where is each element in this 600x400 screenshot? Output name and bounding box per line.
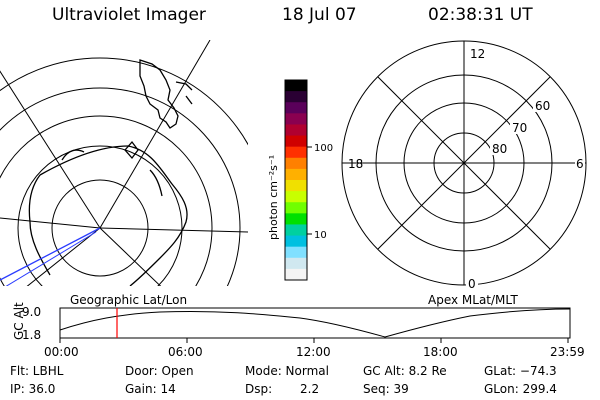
glat-value: GLat: −74.3 bbox=[484, 364, 557, 378]
colorbar-segment bbox=[285, 168, 307, 181]
mode-value: Mode: Normal bbox=[245, 364, 329, 378]
x-tick-label: 06:00 bbox=[168, 345, 203, 359]
x-tick-label: 00:00 bbox=[44, 345, 79, 359]
colorbar-segment bbox=[285, 180, 307, 192]
mlat-label-70: 70 bbox=[512, 121, 527, 135]
dsp-value: 2.2 bbox=[300, 382, 320, 396]
glon-value: GLon: 299.4 bbox=[484, 382, 557, 396]
mlat-label-60: 60 bbox=[535, 99, 550, 113]
x-tick-label: 12:00 bbox=[296, 345, 331, 359]
time-label: 02:38:31 UT bbox=[428, 5, 533, 25]
colorbar-segment bbox=[285, 246, 307, 259]
geo-meridian bbox=[0, 70, 101, 229]
app-title: Ultraviolet Imager bbox=[52, 5, 206, 25]
y-tick-9: 9.0 bbox=[22, 305, 42, 319]
colorbar-segment bbox=[285, 235, 307, 248]
colorbar-segment bbox=[285, 135, 307, 148]
geo-lat-circle-5 bbox=[0, 57, 248, 146]
colorbar-segment bbox=[285, 202, 307, 214]
colorbar-segment bbox=[285, 102, 307, 114]
gain-value: Gain: 14 bbox=[125, 382, 176, 396]
colorbar-segment bbox=[285, 213, 307, 225]
colorbar-tick-100: 100 bbox=[314, 143, 333, 154]
mlt-label-12: 12 bbox=[470, 47, 485, 61]
colorbar-segment bbox=[285, 268, 307, 281]
geo-lat-circle-1 bbox=[51, 179, 149, 277]
altitude-plot bbox=[59, 307, 571, 343]
satellite-track bbox=[0, 227, 101, 281]
geo-lat-circle-3 bbox=[0, 115, 213, 286]
colorbar-segment bbox=[285, 257, 307, 270]
colorbar-segment bbox=[285, 91, 307, 103]
colorbar-segment bbox=[285, 146, 307, 159]
colorbar-unit-label: photon cm⁻²s⁻¹ bbox=[267, 155, 280, 240]
colorbar-segment bbox=[285, 124, 307, 137]
mlat-label-80: 80 bbox=[492, 142, 507, 156]
gc-alt-value: GC Alt: 8.2 Re bbox=[363, 364, 447, 378]
colorbar-segment bbox=[285, 191, 307, 203]
dsp-label: Dsp: bbox=[245, 382, 273, 396]
colorbar bbox=[285, 80, 307, 281]
geo-meridian bbox=[99, 40, 211, 229]
satellite-track bbox=[5, 231, 97, 286]
geo-meridian bbox=[99, 227, 248, 233]
geo-meridian bbox=[99, 227, 162, 286]
antarctica-landmass bbox=[28, 140, 188, 286]
door-value: Door: Open bbox=[125, 364, 194, 378]
geo-meridian bbox=[26, 227, 101, 286]
altitude-curve bbox=[59, 308, 571, 338]
mlt-label-0: 0 bbox=[468, 277, 476, 291]
apex-map bbox=[341, 40, 587, 286]
seq-value: Seq: 39 bbox=[363, 382, 409, 396]
geo-lat-circle-2 bbox=[17, 145, 183, 286]
y-tick-1-8: 1.8 bbox=[22, 328, 42, 342]
colorbar-segment bbox=[285, 157, 307, 170]
filter-value: Flt: LBHL bbox=[10, 364, 64, 378]
south-america-landmass bbox=[139, 59, 193, 129]
colorbar-tick-10: 10 bbox=[314, 230, 327, 241]
colorbar-segment bbox=[285, 113, 307, 125]
geo-meridian bbox=[0, 217, 101, 229]
colorbar-segment bbox=[285, 224, 307, 237]
x-tick-label: 23:59 bbox=[550, 345, 585, 359]
ip-value: IP: 36.0 bbox=[10, 382, 56, 396]
x-tick-label: 18:00 bbox=[423, 345, 458, 359]
apex-meridian bbox=[377, 76, 551, 250]
colorbar-frame bbox=[284, 79, 308, 281]
geo-lat-circle-4 bbox=[0, 87, 241, 286]
mlt-label-18: 18 bbox=[348, 157, 363, 171]
date-label: 18 Jul 07 bbox=[282, 5, 357, 25]
geographic-map bbox=[0, 40, 248, 286]
geo-map-label: Geographic Lat/Lon bbox=[70, 293, 188, 307]
colorbar-segment bbox=[285, 80, 307, 92]
mlt-label-6: 6 bbox=[576, 157, 584, 171]
apex-map-label: Apex MLat/MLT bbox=[428, 293, 518, 307]
altitude-plot-frame bbox=[59, 307, 571, 339]
